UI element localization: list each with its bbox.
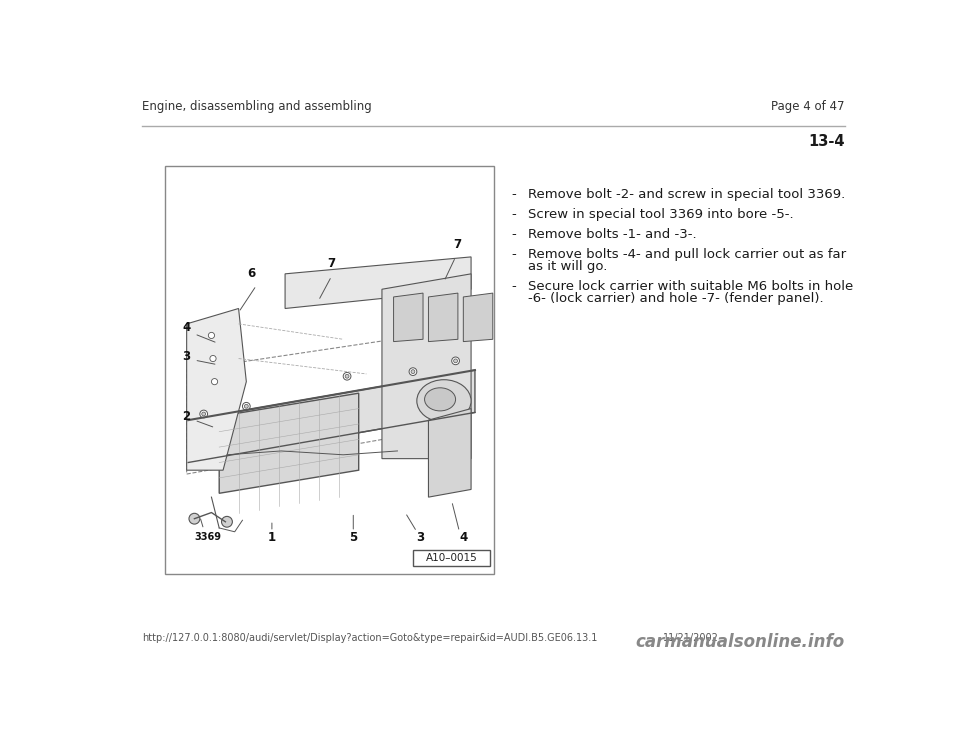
Text: Screw in special tool 3369 into bore -5-.: Screw in special tool 3369 into bore -5-… [528, 208, 794, 220]
Circle shape [208, 332, 214, 338]
Polygon shape [394, 293, 423, 341]
Text: http://127.0.0.1:8080/audi/servlet/Display?action=Goto&type=repair&id=AUDI.B5.GE: http://127.0.0.1:8080/audi/servlet/Displ… [142, 634, 597, 643]
Text: A10–0015: A10–0015 [426, 553, 477, 563]
Text: 4: 4 [182, 321, 191, 334]
Ellipse shape [424, 388, 456, 411]
Polygon shape [188, 370, 475, 462]
Polygon shape [219, 393, 359, 493]
Circle shape [202, 412, 205, 416]
Text: as it will go.: as it will go. [528, 260, 608, 273]
Text: 5: 5 [349, 531, 357, 544]
Text: Remove bolts -1- and -3-.: Remove bolts -1- and -3-. [528, 228, 697, 240]
Circle shape [222, 516, 232, 527]
Text: 3369: 3369 [194, 532, 221, 542]
Polygon shape [464, 293, 492, 341]
Text: 1: 1 [268, 531, 276, 544]
Text: -6- (lock carrier) and hole -7- (fender panel).: -6- (lock carrier) and hole -7- (fender … [528, 292, 824, 305]
Text: 11/21/2002: 11/21/2002 [662, 634, 718, 643]
Ellipse shape [417, 380, 471, 422]
Circle shape [210, 355, 216, 361]
Text: 6: 6 [248, 267, 256, 280]
Polygon shape [428, 409, 471, 497]
Text: -: - [512, 280, 516, 293]
Text: -: - [512, 208, 516, 220]
Polygon shape [186, 309, 247, 470]
Polygon shape [428, 293, 458, 341]
Text: Page 4 of 47: Page 4 of 47 [771, 100, 845, 113]
Text: 7: 7 [453, 237, 461, 251]
Bar [165, 166, 494, 574]
Circle shape [411, 370, 415, 373]
Circle shape [200, 410, 207, 418]
Circle shape [346, 374, 349, 378]
Circle shape [452, 357, 460, 365]
Text: -: - [512, 228, 516, 240]
Text: Remove bolts -4- and pull lock carrier out as far: Remove bolts -4- and pull lock carrier o… [528, 248, 847, 260]
Circle shape [454, 359, 458, 363]
Text: 7: 7 [327, 257, 336, 270]
Bar [413, 550, 491, 566]
Text: 13-4: 13-4 [808, 134, 845, 148]
Circle shape [189, 513, 200, 524]
Text: Secure lock carrier with suitable M6 bolts in hole: Secure lock carrier with suitable M6 bol… [528, 280, 853, 293]
Polygon shape [382, 274, 471, 459]
Text: -: - [512, 248, 516, 260]
Circle shape [409, 368, 417, 375]
Text: 2: 2 [182, 410, 191, 423]
Text: carmanualsonline.info: carmanualsonline.info [636, 633, 845, 651]
Text: Engine, disassembling and assembling: Engine, disassembling and assembling [142, 100, 372, 113]
Circle shape [243, 402, 251, 410]
Circle shape [344, 372, 351, 380]
Text: 3: 3 [182, 350, 191, 364]
Text: 4: 4 [459, 531, 468, 544]
Text: 3: 3 [417, 531, 424, 544]
Circle shape [211, 378, 218, 384]
Circle shape [245, 404, 249, 408]
Text: Remove bolt -2- and screw in special tool 3369.: Remove bolt -2- and screw in special too… [528, 188, 846, 200]
Text: -: - [512, 188, 516, 200]
Polygon shape [285, 257, 471, 309]
